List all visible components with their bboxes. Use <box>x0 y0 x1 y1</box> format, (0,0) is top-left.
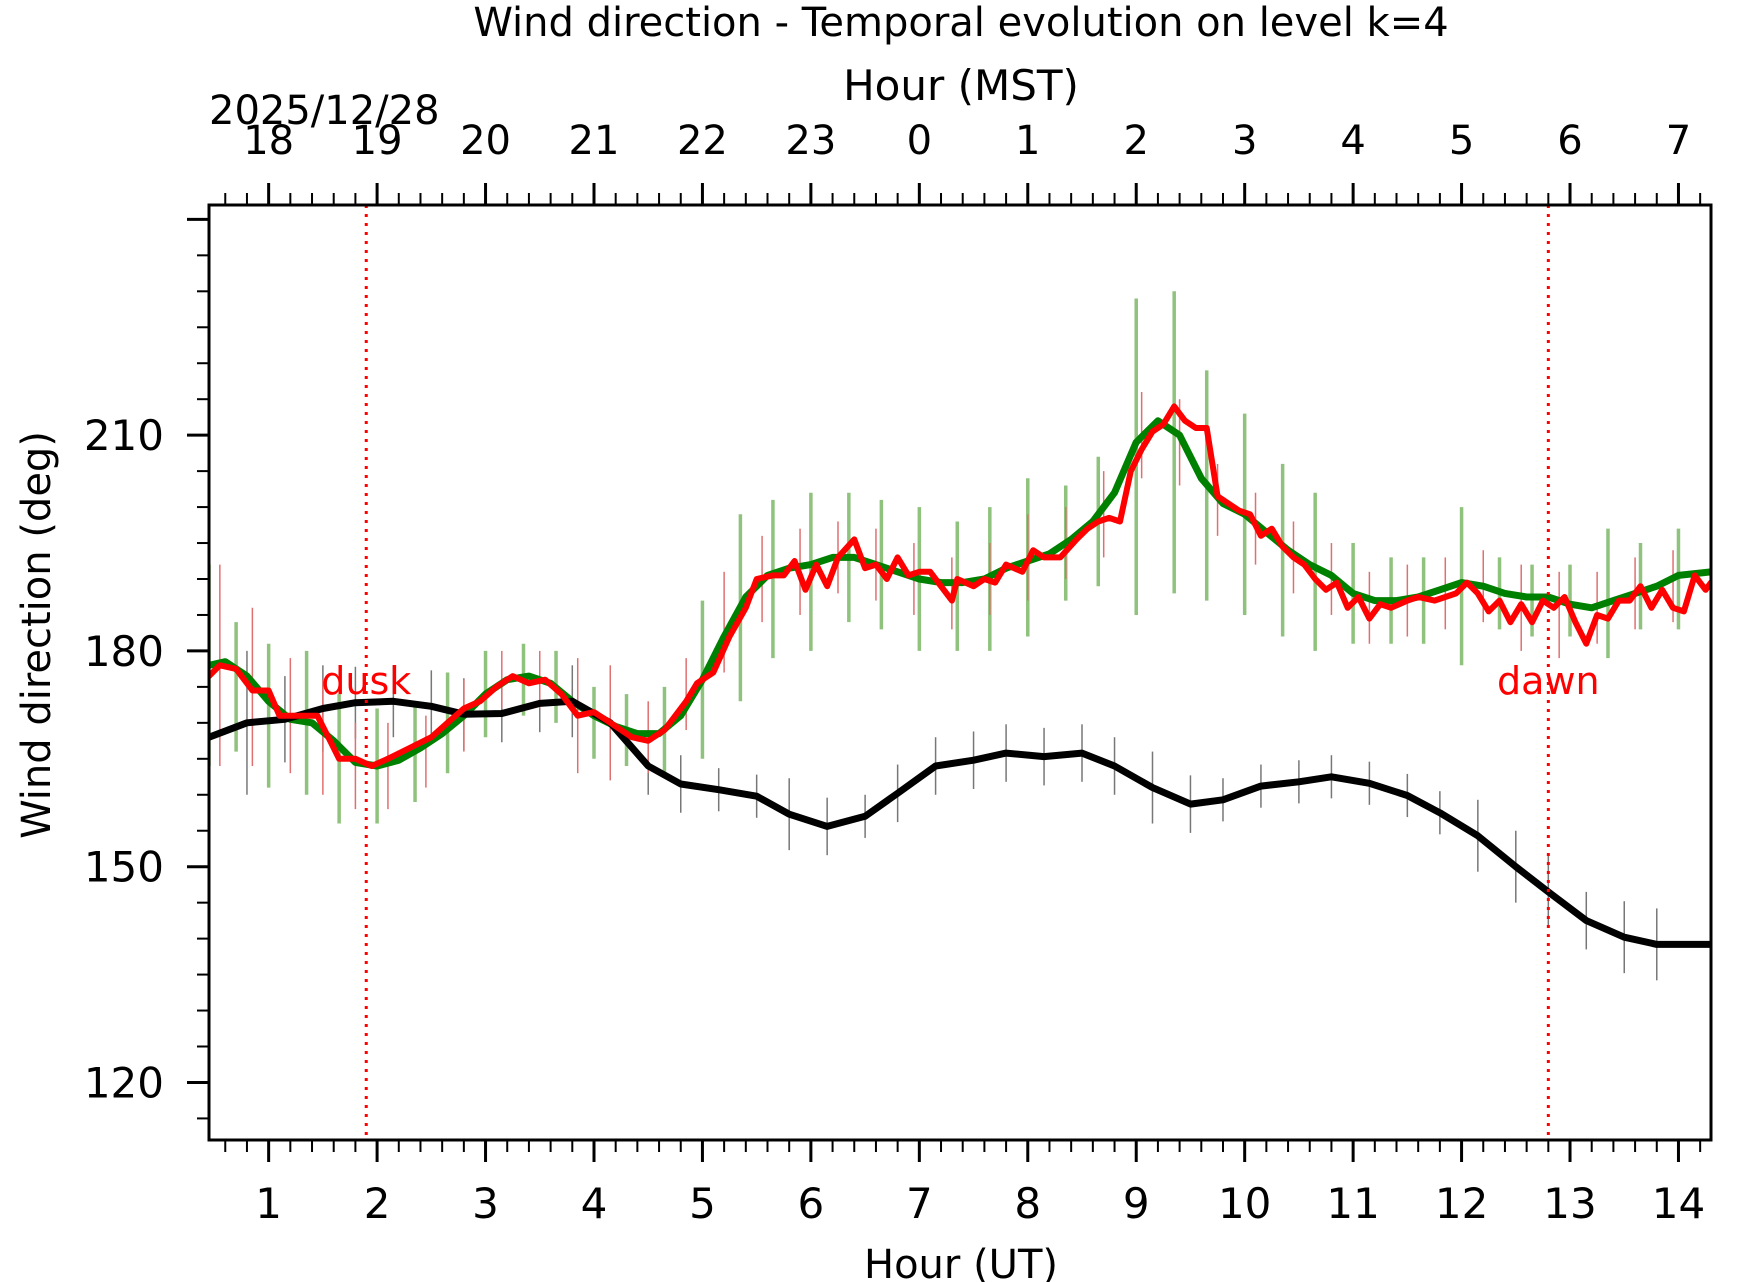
top-axis-date: 2025/12/28 <box>209 88 440 134</box>
top-tick-label: 7 <box>1666 118 1691 164</box>
y-tick-label: 180 <box>84 627 164 676</box>
top-tick-label: 18 <box>243 118 294 164</box>
top-tick-label: 20 <box>460 118 511 164</box>
x-tick-label: 4 <box>581 1179 608 1228</box>
plot-frame <box>207 203 1713 1142</box>
top-tick-label: 0 <box>907 118 932 164</box>
x-tick-label: 1 <box>255 1179 282 1228</box>
red-series-line <box>209 403 1711 769</box>
x-tick-label: 8 <box>1014 1179 1041 1228</box>
x-tick-label: 14 <box>1652 1179 1705 1228</box>
top-tick-label: 19 <box>352 118 403 164</box>
plot-content <box>209 205 1711 1140</box>
y-tick-label: 120 <box>84 1058 164 1107</box>
y-tick-label: 210 <box>84 411 164 460</box>
plot-area: dusk dawn <box>209 205 1711 1140</box>
top-tick-label: 6 <box>1557 118 1582 164</box>
x-tick-label: 3 <box>472 1179 499 1228</box>
x-tick-label: 2 <box>364 1179 391 1228</box>
top-tick-label: 1 <box>1015 118 1040 164</box>
x-tick-label: 12 <box>1435 1179 1488 1228</box>
top-tick-label: 23 <box>785 118 836 164</box>
x-tick-label: 9 <box>1123 1179 1150 1228</box>
y-axis-label: Wind direction (deg) <box>14 431 60 839</box>
top-tick-label: 3 <box>1232 118 1257 164</box>
chart-title: Wind direction - Temporal evolution on l… <box>473 0 1448 46</box>
top-tick-label: 4 <box>1340 118 1365 164</box>
top-tick-label: 5 <box>1449 118 1474 164</box>
top-tick-label: 2 <box>1124 118 1149 164</box>
top-axis-label: Hour (MST) <box>843 61 1079 110</box>
x-axis-label: Hour (UT) <box>864 1242 1058 1282</box>
dusk-label: dusk <box>321 659 411 703</box>
x-tick-label: 11 <box>1326 1179 1379 1228</box>
y-tick-label: 150 <box>84 843 164 892</box>
green-series-line <box>209 417 1711 770</box>
x-tick-label: 10 <box>1218 1179 1271 1228</box>
x-tick-label: 13 <box>1543 1179 1596 1228</box>
x-tick-label: 6 <box>798 1179 825 1228</box>
top-tick-label: 22 <box>677 118 728 164</box>
top-tick-label: 21 <box>569 118 620 164</box>
dawn-label: dawn <box>1497 659 1600 703</box>
x-tick-label: 7 <box>906 1179 933 1228</box>
x-tick-label: 5 <box>689 1179 716 1228</box>
